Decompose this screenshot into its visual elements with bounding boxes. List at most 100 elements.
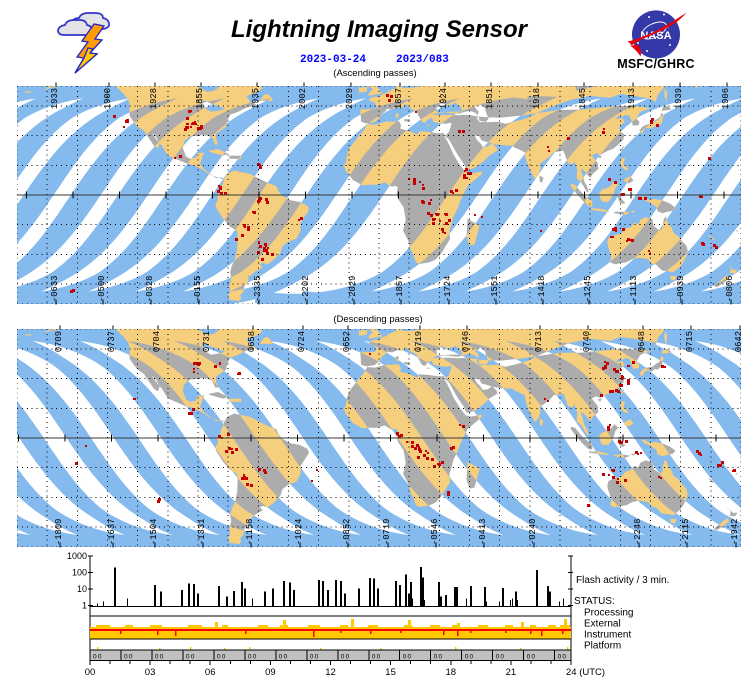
svg-text:0724: 0724 <box>297 331 307 352</box>
svg-text:00: 00 <box>527 653 537 660</box>
svg-text:00: 00 <box>558 653 568 660</box>
svg-text:00: 00 <box>93 653 103 660</box>
svg-text:-1724: -1724 <box>443 276 453 302</box>
svg-text:2002: 2002 <box>298 88 308 109</box>
svg-text:00: 00 <box>403 653 413 660</box>
svg-text:00: 00 <box>341 653 351 660</box>
svg-text:1000: 1000 <box>67 551 87 561</box>
svg-text:1906: 1906 <box>721 88 731 109</box>
svg-text:09: 09 <box>265 667 276 678</box>
svg-text:00: 00 <box>186 653 196 660</box>
svg-text:00: 00 <box>434 653 444 660</box>
svg-text:1924: 1924 <box>439 88 449 109</box>
svg-text:-1113: -1113 <box>629 276 639 302</box>
svg-text:0713: 0713 <box>534 331 544 352</box>
svg-text:-0413: -0413 <box>478 519 488 545</box>
svg-text:-0633: -0633 <box>50 276 60 302</box>
svg-text:NASA: NASA <box>640 30 671 42</box>
svg-text:-1158: -1158 <box>245 519 255 545</box>
svg-text:00: 00 <box>85 667 96 678</box>
svg-text:External: External <box>584 618 621 629</box>
svg-text:00: 00 <box>124 653 134 660</box>
svg-text:0648: 0648 <box>637 331 647 352</box>
svg-text:0719: 0719 <box>414 331 424 352</box>
svg-text:-1504: -1504 <box>149 519 159 545</box>
svg-text:-2335: -2335 <box>253 276 263 302</box>
svg-text:1851: 1851 <box>485 88 495 109</box>
svg-text:1928: 1928 <box>149 88 159 109</box>
svg-text:-1809: -1809 <box>54 519 64 545</box>
svg-text:0709: 0709 <box>54 331 64 352</box>
svg-text:-0852: -0852 <box>342 519 352 545</box>
svg-text:00: 00 <box>155 653 165 660</box>
svg-text:-1418: -1418 <box>537 276 547 302</box>
svg-text:-1024: -1024 <box>294 519 304 545</box>
svg-text:00: 00 <box>465 653 475 660</box>
svg-text:-0240: -0240 <box>528 519 538 545</box>
svg-text:Instrument: Instrument <box>584 630 631 641</box>
svg-text:Lightning Imaging Sensor: Lightning Imaging Sensor <box>231 16 529 43</box>
svg-text:00: 00 <box>372 653 382 660</box>
svg-text:-1637: -1637 <box>107 519 117 545</box>
svg-text:(Ascending passes): (Ascending passes) <box>333 68 416 79</box>
svg-text:03: 03 <box>145 667 156 678</box>
svg-text:-1942: -1942 <box>730 519 740 545</box>
svg-text:15: 15 <box>385 667 396 678</box>
svg-text:1935: 1935 <box>251 88 261 109</box>
svg-text:1913: 1913 <box>627 88 637 109</box>
svg-text:-0500: -0500 <box>97 276 107 302</box>
svg-text:1855: 1855 <box>195 88 205 109</box>
svg-text:2023-03-24: 2023-03-24 <box>300 54 366 66</box>
svg-text:06: 06 <box>205 667 216 678</box>
svg-text:MSFC/GHRC: MSFC/GHRC <box>617 57 695 71</box>
svg-text:1857: 1857 <box>394 88 404 109</box>
svg-text:1845: 1845 <box>578 88 588 109</box>
svg-text:0652: 0652 <box>342 331 352 352</box>
svg-text:-2202: -2202 <box>301 276 311 302</box>
svg-text:10: 10 <box>77 584 87 594</box>
svg-text:0746: 0746 <box>461 331 471 352</box>
svg-text:1900: 1900 <box>103 88 113 109</box>
svg-text:-1857: -1857 <box>395 276 405 302</box>
svg-text:Processing: Processing <box>584 607 633 618</box>
svg-text:-2248: -2248 <box>633 519 643 545</box>
svg-text:100: 100 <box>72 568 87 578</box>
svg-text:STATUS:: STATUS: <box>574 596 615 607</box>
svg-text:Platform: Platform <box>584 640 621 651</box>
svg-text:12: 12 <box>325 667 336 678</box>
svg-text:21: 21 <box>506 667 517 678</box>
svg-text:Flash activity / 3 min.: Flash activity / 3 min. <box>576 575 669 586</box>
svg-text:0715: 0715 <box>685 331 695 352</box>
svg-text:0704: 0704 <box>152 331 162 352</box>
svg-text:24 (UTC): 24 (UTC) <box>566 667 605 678</box>
svg-text:-0939: -0939 <box>676 276 686 302</box>
svg-text:00: 00 <box>217 653 227 660</box>
svg-text:00: 00 <box>279 653 289 660</box>
svg-text:-2115: -2115 <box>681 519 691 545</box>
svg-text:-0719: -0719 <box>382 519 392 545</box>
svg-text:1939: 1939 <box>674 88 684 109</box>
svg-text:(Descending passes): (Descending passes) <box>333 314 422 325</box>
svg-text:0740: 0740 <box>582 331 592 352</box>
svg-text:0737: 0737 <box>107 331 117 352</box>
svg-text:1918: 1918 <box>532 88 542 109</box>
svg-text:-0806: -0806 <box>725 276 735 302</box>
svg-text:00: 00 <box>496 653 506 660</box>
svg-text:-0546: -0546 <box>430 519 440 545</box>
svg-text:1933: 1933 <box>50 88 60 109</box>
svg-text:0658: 0658 <box>247 331 257 352</box>
svg-text:-1551: -1551 <box>490 276 500 302</box>
svg-text:1: 1 <box>82 601 87 611</box>
svg-text:2023/083: 2023/083 <box>396 54 449 66</box>
svg-text:2029: 2029 <box>345 88 355 109</box>
svg-text:-0328: -0328 <box>145 276 155 302</box>
svg-text:-2029: -2029 <box>348 276 358 302</box>
svg-text:00: 00 <box>248 653 258 660</box>
svg-text:-1331: -1331 <box>197 519 207 545</box>
svg-text:-1245: -1245 <box>583 276 593 302</box>
svg-text:0642: 0642 <box>734 331 744 352</box>
svg-text:18: 18 <box>446 667 457 678</box>
svg-text:-0155: -0155 <box>193 276 203 302</box>
svg-text:00: 00 <box>310 653 320 660</box>
svg-text:0731: 0731 <box>202 331 212 352</box>
